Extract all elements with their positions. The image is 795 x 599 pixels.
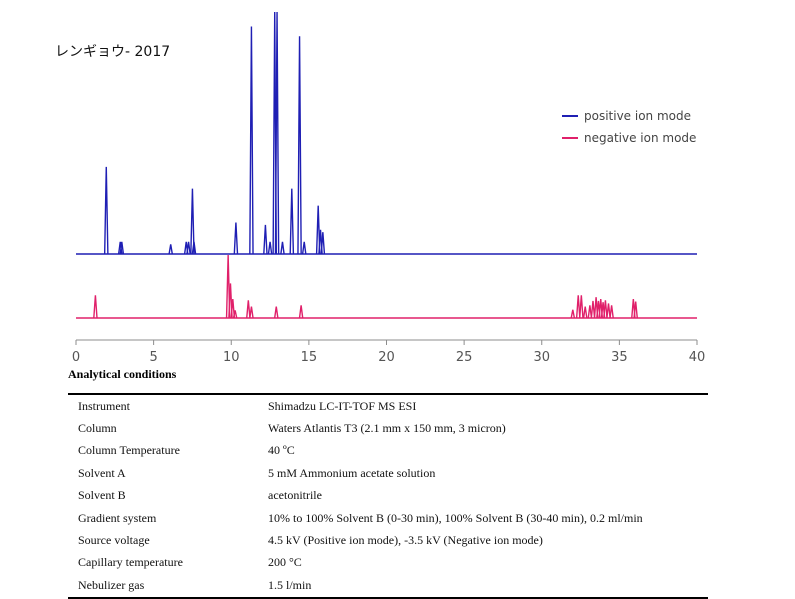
peak [230,299,236,319]
peak [190,188,195,255]
peak [168,244,173,255]
x-tick-label: 20 [378,350,395,365]
value-cell: 4.5 kV (Positive ion mode), -3.5 kV (Neg… [268,533,543,548]
peak [274,11,280,255]
table-row: Nebulizer gas 1.5 l/min [68,574,708,597]
peak [249,306,254,319]
conditions-heading: Analytical conditions [68,367,177,381]
table-row: Instrument Shimadzu LC-IT-TOF MS ESI [68,394,708,417]
peak [267,241,273,255]
x-tick-label: 30 [533,350,550,365]
peak [575,295,581,319]
value-cell: Waters Atlantis T3 (2.1 mm x 150 mm, 3 m… [268,421,506,436]
legend: positive ion mode negative ion mode [562,105,696,149]
peak [280,241,285,255]
peak [119,241,125,255]
table-row: Capillary temperature 200 °C [68,552,708,574]
peak [233,222,239,255]
peak [232,310,238,319]
peak [297,36,302,255]
peak [603,300,608,319]
peak [606,303,611,319]
param-cell: Column Temperature [78,443,180,458]
peak [301,241,307,255]
x-tick-label: 25 [456,350,473,365]
value-cell: Shimadzu LC-IT-TOF MS ESI [268,398,417,413]
conditions-table: Instrument Shimadzu LC-IT-TOF MS ESI Colu… [68,393,708,599]
x-tick-label: 35 [611,350,628,365]
peak [93,295,98,319]
table-row: Column Temperature 40 ºC [68,440,708,462]
peak [582,306,588,319]
x-tick-label: 0 [72,350,80,365]
peak [289,188,295,255]
legend-item-positive: positive ion mode [562,105,696,127]
value-cell: acetonitrile [268,488,322,503]
value-cell: 10% to 100% Solvent B (0-30 min), 100% S… [268,510,643,525]
param-cell: Source voltage [78,533,150,548]
series-0 [76,11,697,255]
table-row: Column Waters Atlantis T3 (2.1 mm x 150 m… [68,417,708,439]
table-row: Solvent A 5 mM Ammonium acetate solution [68,462,708,484]
legend-swatch-positive [562,115,578,117]
peak [590,300,596,319]
peak [186,241,191,255]
value-cell: 200 °C [268,555,302,570]
peak [273,306,279,319]
peak [191,241,197,255]
param-cell: Instrument [78,398,130,413]
peak [320,232,326,255]
peak [246,300,251,319]
legend-item-negative: negative ion mode [562,127,696,149]
param-cell: Capillary temperature [78,555,183,570]
peak [579,295,584,319]
peak [249,26,254,255]
peak [609,305,614,319]
param-cell: Column [78,421,117,436]
param-cell: Solvent A [78,465,126,480]
x-tick-label: 40 [689,350,706,365]
chromatogram-chart: 0 5 10 15 20 25 30 35 40 [72,11,706,365]
peak [570,309,576,319]
peak [298,305,304,319]
legend-swatch-negative [562,137,578,139]
param-cell: Nebulizer gas [78,577,145,592]
peak [587,305,593,319]
value-cell: 5 mM Ammonium acetate solution [268,465,436,480]
table-row: Gradient system 10% to 100% Solvent B (0-… [68,507,708,529]
peak [263,224,268,255]
series-1 [76,254,697,319]
peak [315,205,321,255]
chart-title: レンギョウ- 2017 [55,44,171,60]
x-tick-label: 5 [149,350,157,365]
param-cell: Gradient system [78,510,157,525]
x-tick-label: 10 [223,350,240,365]
value-cell: 1.5 l/min [268,577,312,592]
value-cell: 40 ºC [268,443,295,458]
peak [103,166,109,255]
peak [633,301,638,319]
x-tick-label: 15 [301,350,318,365]
legend-label-negative: negative ion mode [584,131,697,145]
legend-label-positive: positive ion mode [584,109,692,123]
table-row: Source voltage 4.5 kV (Positive ion mode)… [68,529,708,551]
param-cell: Solvent B [78,488,126,503]
table-row: Solvent B acetonitrile [68,485,708,507]
